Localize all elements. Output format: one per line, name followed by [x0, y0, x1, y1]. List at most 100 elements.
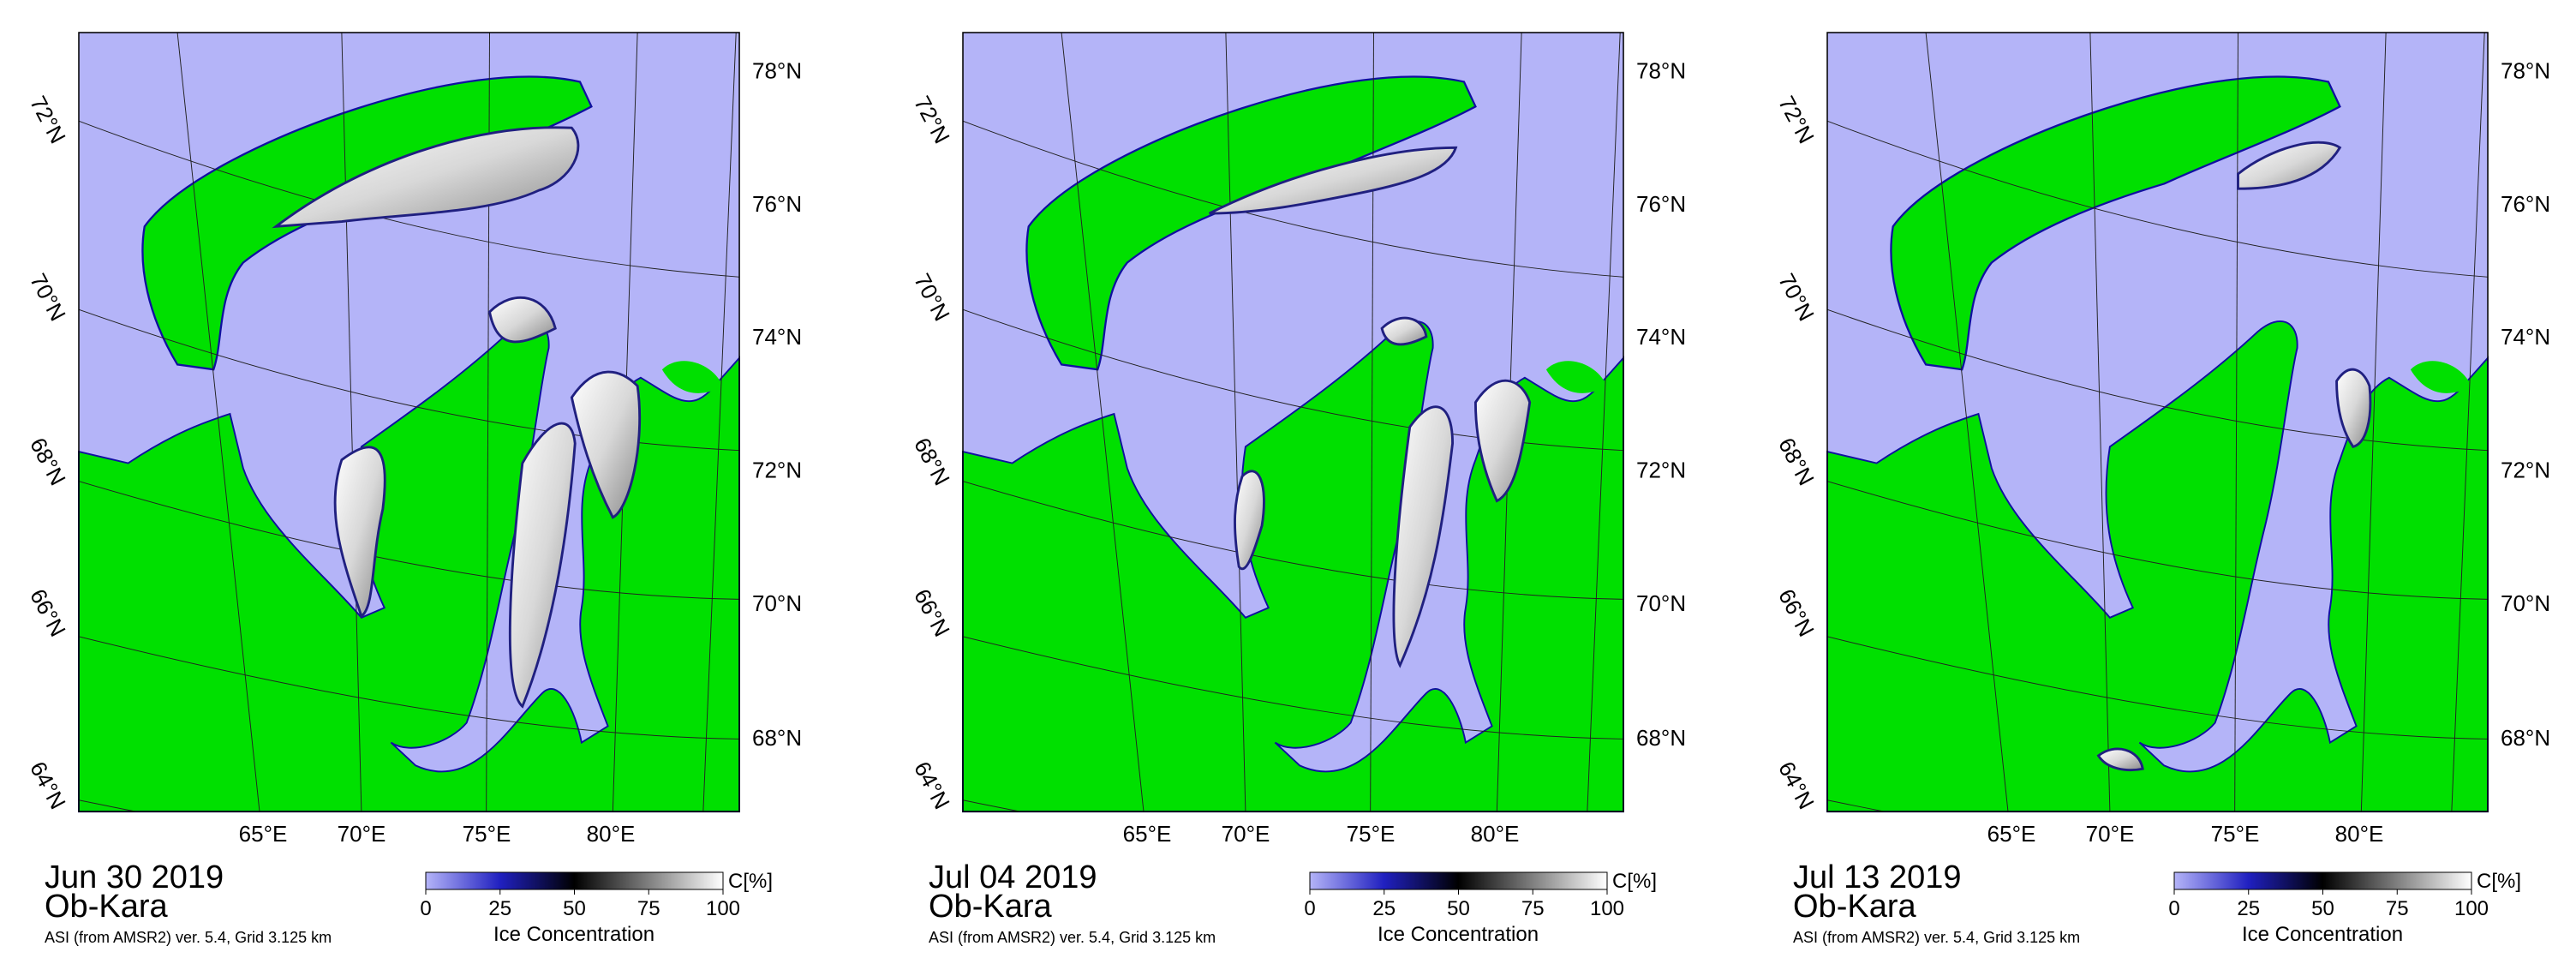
- latitude-label: 72°N: [25, 92, 71, 147]
- panels: 72°N 70°N 68°N 66°N 64°N 78°N 76°N 74°N 72°N 70°N…: [25, 33, 2550, 946]
- longitude-label: 75°E: [463, 821, 511, 847]
- longitude-label: 75°E: [1347, 821, 1396, 847]
- source-note: ASI (from AMSR2) ver. 5.4, Grid 3.125 km: [45, 929, 332, 946]
- ice-patch: [2335, 368, 2372, 448]
- source-note: ASI (from AMSR2) ver. 5.4, Grid 3.125 km: [929, 929, 1216, 946]
- colorbar: [1309, 871, 1608, 890]
- panel: 72°N 70°N 68°N 66°N 64°N 78°N 76°N 74°N 72°N 70°N…: [1773, 33, 2550, 946]
- longitude-label: 70°E: [2086, 821, 2135, 847]
- colorbar-label: Ice Concentration: [2242, 923, 2403, 946]
- latitude-label: 64°N: [909, 757, 955, 813]
- ice-patch: [1392, 405, 1455, 668]
- latitude-label: 68°N: [752, 725, 802, 751]
- ice-patch: [1473, 379, 1532, 503]
- latitude-label: 70°N: [1773, 269, 1820, 325]
- source-note: ASI (from AMSR2) ver. 5.4, Grid 3.125 km: [1793, 929, 2080, 946]
- latitude-label: 74°N: [752, 324, 802, 350]
- latitude-label: 68°N: [2501, 725, 2550, 751]
- region: Ob-Kara: [45, 889, 168, 925]
- colorbar-tick-label: 25: [488, 897, 511, 920]
- latitude-label: 70°N: [2501, 590, 2550, 616]
- sea-ice: [2096, 141, 2372, 772]
- colorbar-tick-label: 25: [2237, 897, 2260, 920]
- longitude-label: 70°E: [1222, 821, 1270, 847]
- panel: 72°N 70°N 68°N 66°N 64°N 78°N 76°N 74°N 72°N 70°N…: [25, 33, 802, 946]
- latitude-label: 68°N: [909, 434, 955, 489]
- ice-patch: [272, 126, 580, 229]
- ice-patch: [2237, 141, 2342, 190]
- longitude-label: 65°E: [1123, 821, 1172, 847]
- latitude-label: 72°N: [2501, 458, 2550, 483]
- region: Ob-Kara: [1793, 889, 1916, 925]
- sea-ice: [1209, 146, 1532, 668]
- colorbar-tick-label: 50: [2311, 897, 2334, 920]
- latitude-label: 74°N: [2501, 324, 2550, 350]
- colorbar-label: Ice Concentration: [493, 923, 654, 946]
- latitude-label: 68°N: [1636, 725, 1686, 751]
- colorbar-tick-label: 75: [2386, 897, 2409, 920]
- colorbar-tick-label: 25: [1372, 897, 1396, 920]
- ice-patch: [2096, 747, 2144, 772]
- latitude-label: 70°N: [25, 269, 71, 325]
- latitude-label: 68°N: [25, 434, 71, 489]
- ice-patch: [570, 370, 642, 519]
- latitude-label: 72°N: [1636, 458, 1686, 483]
- ice-patch: [1209, 146, 1458, 215]
- latitude-label: 66°N: [1773, 584, 1820, 640]
- longitude-label: 65°E: [1987, 821, 2036, 847]
- latitude-label: 70°N: [752, 590, 802, 616]
- colorbar: [2173, 871, 2472, 890]
- latitude-label: 70°N: [909, 269, 955, 325]
- latitude-label: 64°N: [25, 757, 71, 813]
- colorbar-unit: C[%]: [1612, 870, 1657, 893]
- map-frame: [78, 32, 740, 812]
- sea-ice: [272, 126, 642, 709]
- longitude-label: 80°E: [587, 821, 636, 847]
- base-map: [947, 33, 1653, 880]
- latitude-label: 68°N: [1773, 434, 1820, 489]
- latitude-label: 78°N: [1636, 57, 1686, 83]
- colorbar-tick-label: 50: [1447, 897, 1470, 920]
- colorbar: [425, 871, 724, 890]
- colorbar-unit: C[%]: [728, 870, 773, 893]
- latitude-label: 64°N: [1773, 757, 1820, 813]
- date: Jul 04 2019: [929, 859, 1097, 895]
- panel: 72°N 70°N 68°N 66°N 64°N 78°N 76°N 74°N 72°N 70°N…: [909, 33, 1686, 946]
- longitude-label: 80°E: [2335, 821, 2384, 847]
- latitude-label: 66°N: [25, 584, 71, 640]
- colorbar-tick-label: 0: [1304, 897, 1315, 920]
- map-frame: [962, 32, 1624, 812]
- map: [63, 33, 769, 880]
- latitude-label: 78°N: [2501, 57, 2550, 83]
- colorbar-label: Ice Concentration: [1378, 923, 1539, 946]
- colorbar-tick-label: 100: [2454, 897, 2489, 920]
- ice-patch: [1234, 470, 1265, 571]
- colorbar-tick-label: 0: [420, 897, 431, 920]
- ice-patch: [333, 446, 386, 619]
- ice-patch: [487, 296, 557, 344]
- longitude-label: 80°E: [1471, 821, 1520, 847]
- latitude-label: 76°N: [2501, 191, 2550, 217]
- colorbar-unit: C[%]: [2477, 870, 2521, 893]
- latitude-label: 66°N: [909, 584, 955, 640]
- longitude-label: 70°E: [338, 821, 386, 847]
- date: Jun 30 2019: [45, 859, 224, 895]
- latitude-label: 76°N: [1636, 191, 1686, 217]
- longitude-label: 65°E: [239, 821, 288, 847]
- colorbar-tick-label: 75: [1521, 897, 1545, 920]
- map: [1811, 33, 2518, 880]
- latitude-label: 72°N: [1773, 92, 1820, 147]
- latitude-label: 78°N: [752, 57, 802, 83]
- longitude-label: 75°E: [2211, 821, 2260, 847]
- colorbar-tick-label: 100: [1590, 897, 1624, 920]
- colorbar-tick-label: 100: [706, 897, 740, 920]
- colorbar-tick-label: 50: [563, 897, 586, 920]
- date: Jul 13 2019: [1793, 859, 1962, 895]
- region: Ob-Kara: [929, 889, 1052, 925]
- latitude-label: 72°N: [909, 92, 955, 147]
- latitude-label: 70°N: [1636, 590, 1686, 616]
- latitude-label: 72°N: [752, 458, 802, 483]
- ice-patch: [508, 422, 577, 709]
